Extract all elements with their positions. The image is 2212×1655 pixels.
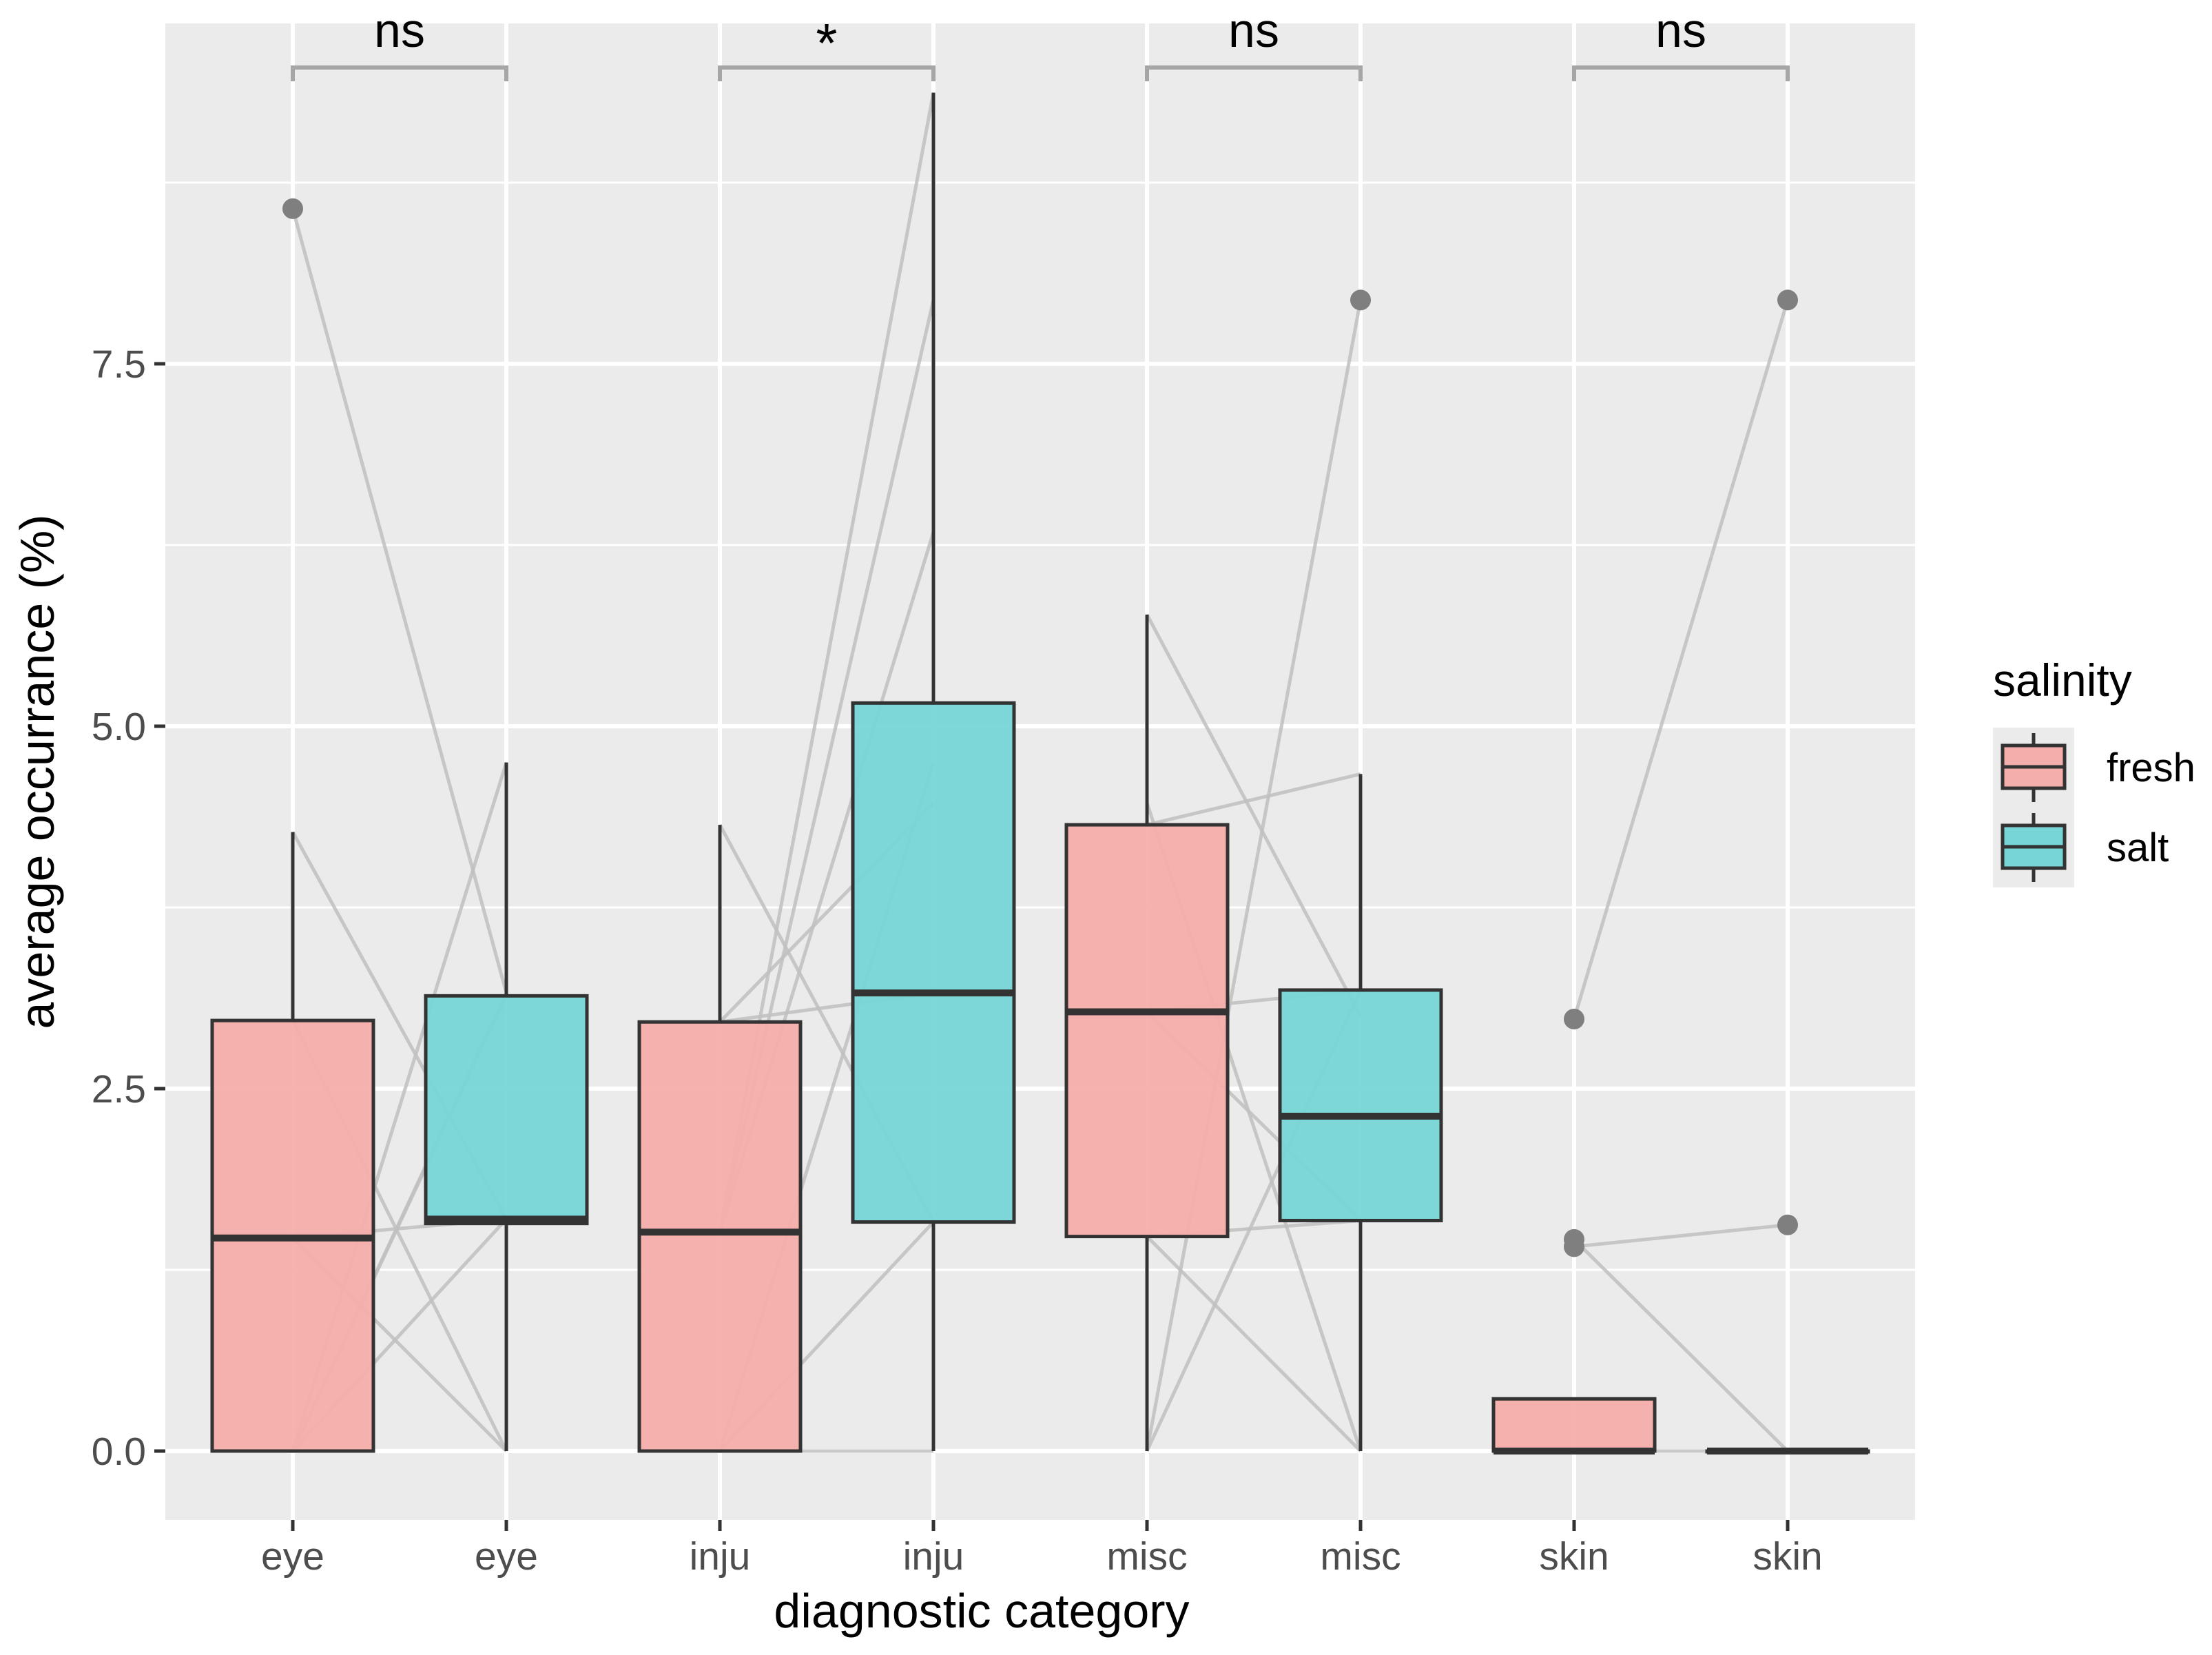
outlier-point bbox=[1350, 289, 1371, 311]
significance-brackets: ns * ns ns bbox=[291, 3, 1790, 81]
y-tick-label: 7.5 bbox=[92, 342, 146, 387]
paired-line bbox=[1146, 1235, 1362, 1452]
significance-bracket bbox=[1572, 65, 1790, 81]
box-inju-fresh bbox=[637, 825, 803, 1453]
legend-label-fresh: fresh bbox=[2107, 746, 2195, 790]
outlier-point bbox=[1564, 1229, 1584, 1250]
paired-line bbox=[1572, 299, 1790, 1020]
significance-label: * bbox=[816, 12, 837, 74]
axes: 0.0 2.5 5.0 7.5 eye eye inju inju misc misc skin sk… bbox=[92, 342, 1823, 1579]
box-iqr bbox=[851, 701, 1016, 1224]
box-iqr bbox=[637, 1020, 803, 1453]
outlier-point bbox=[1564, 1009, 1584, 1030]
box-skin-fresh bbox=[1491, 1397, 1657, 1454]
paired-line bbox=[1145, 299, 1363, 1452]
x-tick-label: skin bbox=[1539, 1534, 1609, 1579]
box-iqr bbox=[1491, 1397, 1657, 1453]
paired-line bbox=[1146, 772, 1361, 827]
box-misc-fresh bbox=[1064, 614, 1230, 1451]
significance-bracket bbox=[291, 65, 508, 81]
outlier-point bbox=[1777, 289, 1798, 311]
outlier-point bbox=[282, 198, 303, 219]
significance-label: ns bbox=[1228, 3, 1279, 57]
box-inju-salt bbox=[851, 92, 1016, 1451]
x-axis-title: diagnostic category bbox=[774, 1584, 1189, 1638]
y-tick-label: 0.0 bbox=[92, 1430, 146, 1474]
significance-label: ns bbox=[374, 3, 425, 57]
x-tick-label: eye bbox=[261, 1534, 324, 1579]
box-iqr bbox=[1278, 988, 1443, 1222]
x-tick-label: misc bbox=[1106, 1534, 1187, 1579]
significance-bracket bbox=[718, 65, 936, 81]
significance-bracket bbox=[1145, 65, 1363, 81]
x-tick-label: misc bbox=[1320, 1534, 1400, 1579]
significance-label: ns bbox=[1655, 3, 1706, 57]
outlier-points bbox=[282, 198, 1798, 1257]
box-skin-salt bbox=[1705, 1448, 1870, 1454]
x-tick-label: inju bbox=[690, 1534, 751, 1579]
box-misc-salt bbox=[1278, 774, 1443, 1451]
y-tick-label: 5.0 bbox=[92, 705, 146, 749]
legend: salinity fresh salt bbox=[1993, 655, 2195, 887]
box-iqr bbox=[424, 994, 589, 1226]
paired-line bbox=[1145, 613, 1363, 1017]
box-eye-salt bbox=[424, 762, 589, 1451]
y-tick-label: 2.5 bbox=[92, 1067, 146, 1111]
paired-line bbox=[1573, 1223, 1788, 1248]
box-iqr bbox=[1064, 823, 1230, 1239]
paired-line bbox=[291, 208, 508, 994]
outlier-point bbox=[1777, 1214, 1798, 1235]
x-tick-label: eye bbox=[475, 1534, 538, 1579]
legend-label-salt: salt bbox=[2107, 825, 2169, 870]
legend-title: salinity bbox=[1993, 655, 2132, 706]
x-tick-label: inju bbox=[903, 1534, 964, 1579]
paired-line bbox=[1573, 1238, 1789, 1452]
box-eye-fresh bbox=[210, 832, 375, 1453]
x-tick-label: skin bbox=[1753, 1534, 1822, 1579]
y-axis-title: average occurrance (%) bbox=[10, 515, 64, 1029]
boxes bbox=[210, 92, 1870, 1454]
